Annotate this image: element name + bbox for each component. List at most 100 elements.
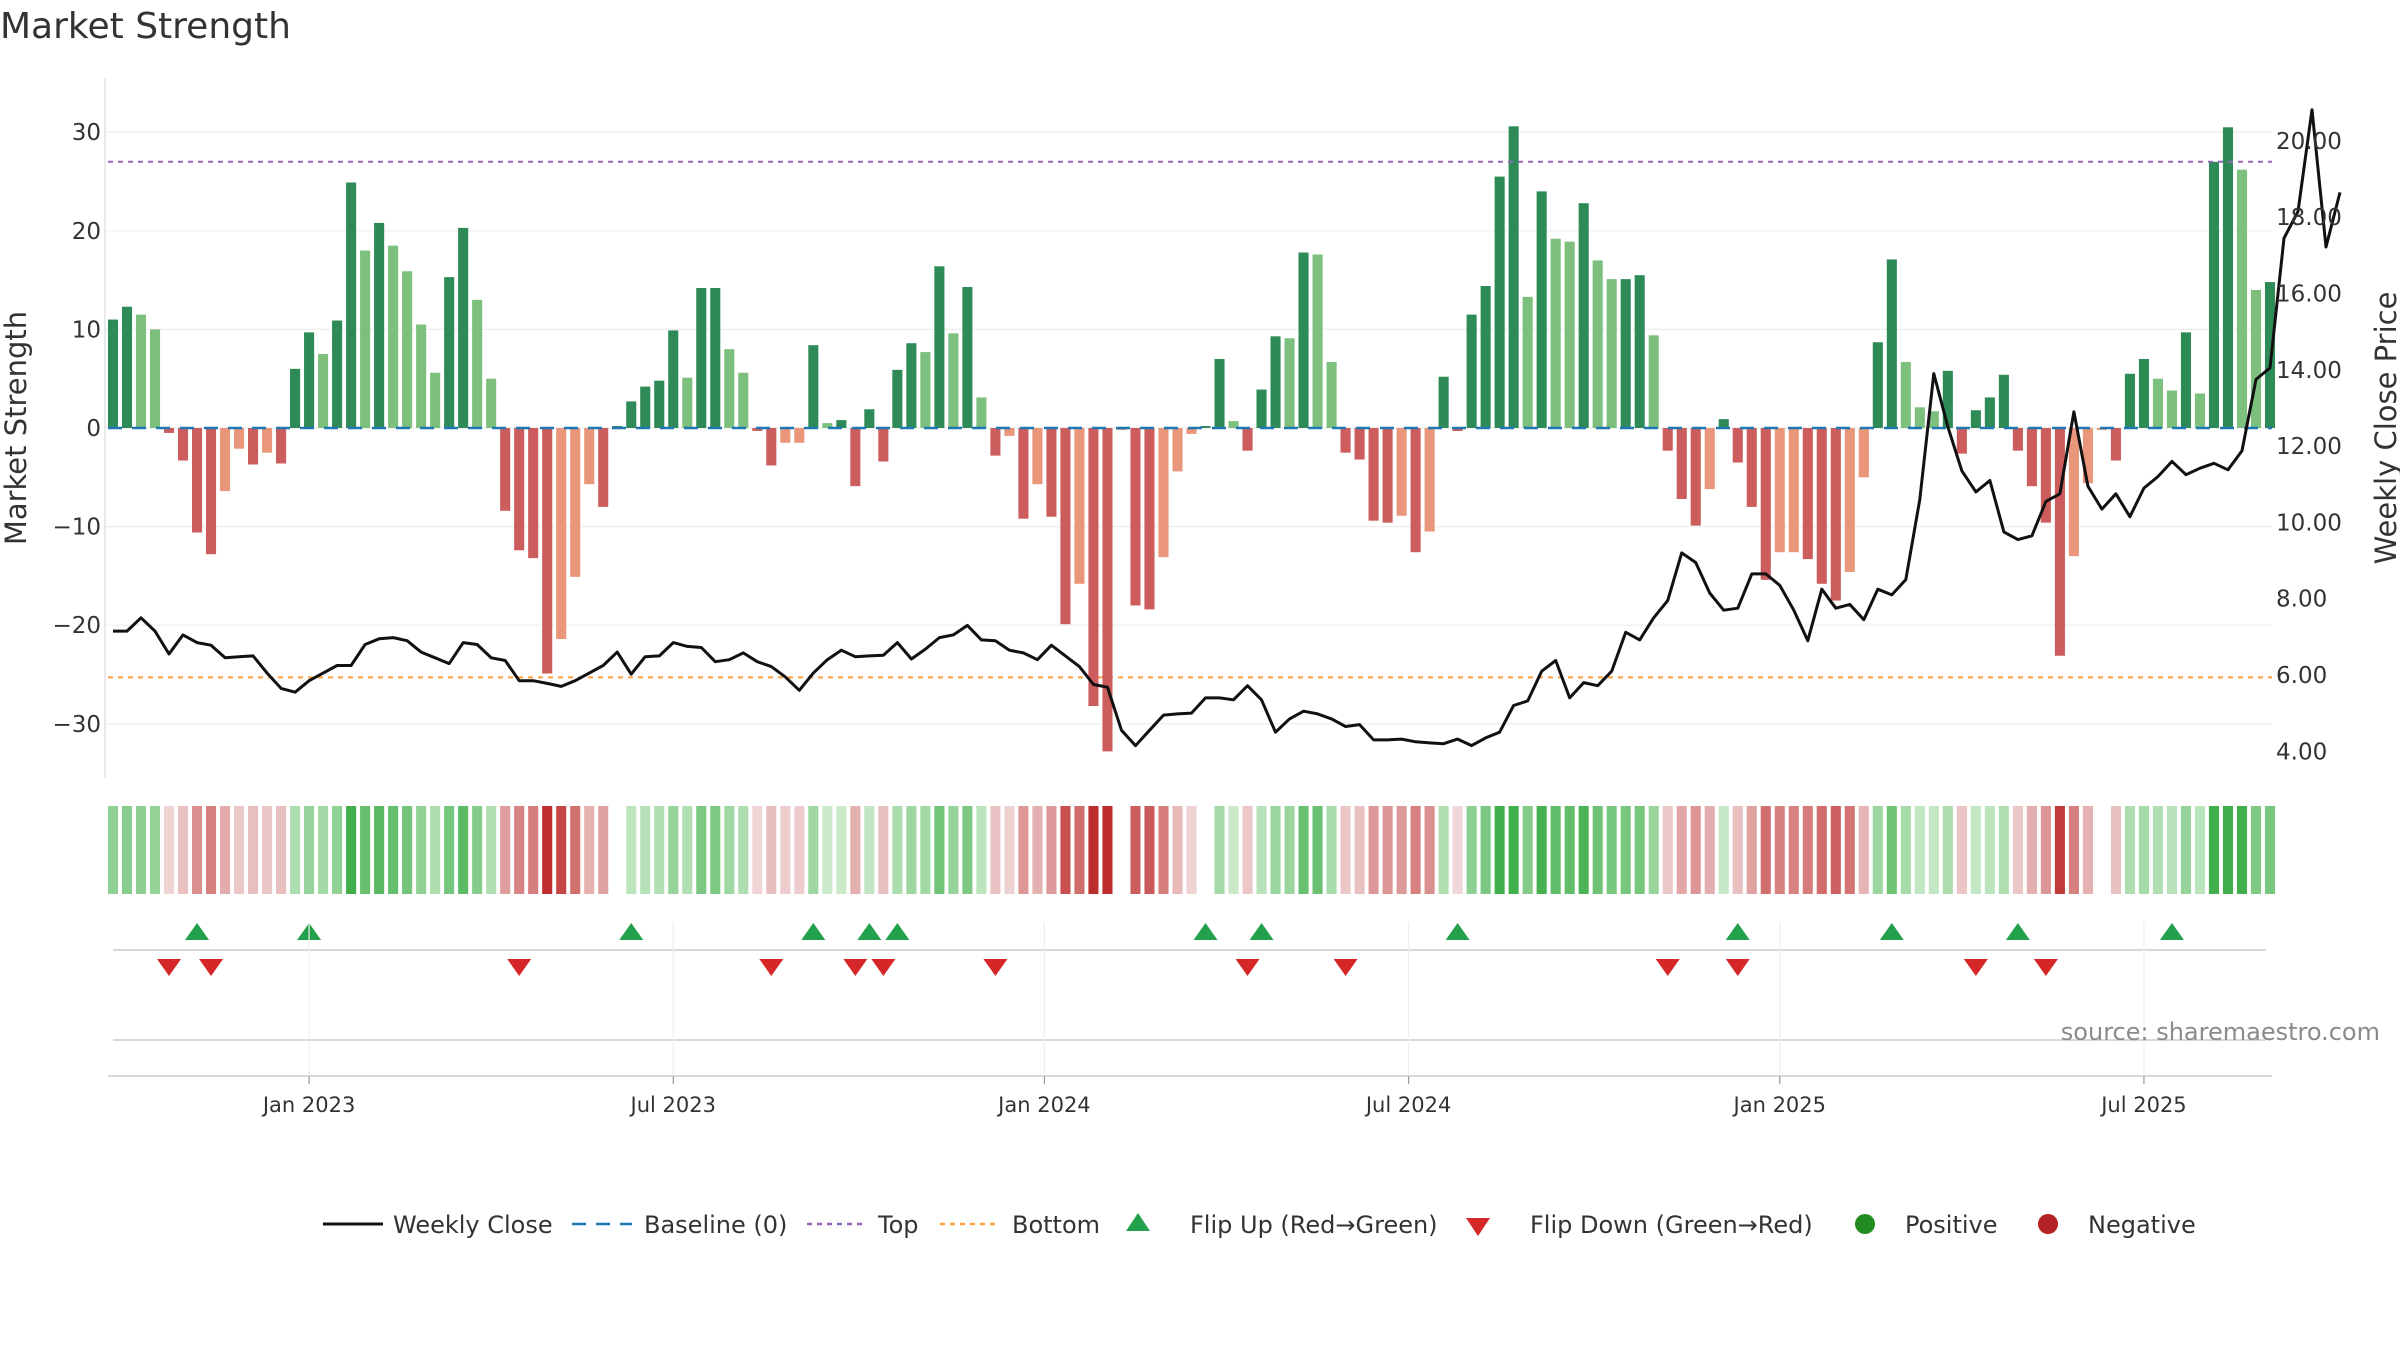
- strength-bar: [1424, 428, 1435, 532]
- strength-bar: [1970, 410, 1981, 428]
- strength-bar: [1368, 428, 1379, 521]
- flip-up-marker: [2159, 923, 2184, 940]
- chart-title: Market Strength: [0, 6, 291, 47]
- heat-cell: [290, 806, 301, 894]
- left-tick-label: 10: [72, 317, 101, 343]
- heat-cell: [1830, 806, 1841, 894]
- strength-heat-strip: [107, 806, 2276, 894]
- strength-bar: [934, 266, 945, 428]
- heat-cell: [1186, 806, 1197, 894]
- strength-bar: [1200, 426, 1211, 428]
- strength-bar: [892, 369, 903, 428]
- heat-cell: [1354, 806, 1365, 894]
- strength-bar: [584, 428, 595, 485]
- heat-cell: [1494, 806, 1505, 894]
- strength-bar: [1242, 428, 1253, 451]
- heat-cell: [766, 806, 777, 894]
- heat-cell: [1424, 806, 1435, 894]
- heat-cell: [892, 806, 903, 894]
- heat-cell: [304, 806, 315, 894]
- strength-bar: [1620, 279, 1631, 428]
- heat-cell: [1942, 806, 1953, 894]
- strength-bar: [1774, 428, 1785, 553]
- flip-down-marker: [1725, 959, 1750, 976]
- heat-cell: [220, 806, 231, 894]
- legend-flip-up-label: Flip Up (Red→Green): [1190, 1211, 1438, 1239]
- strength-bar: [780, 428, 791, 443]
- heat-cell: [248, 806, 259, 894]
- heat-cell: [710, 806, 721, 894]
- strength-bar: [1186, 428, 1197, 434]
- heat-cell: [346, 806, 357, 894]
- heat-cell: [332, 806, 343, 894]
- heat-cell: [430, 806, 441, 894]
- strength-bar: [1130, 428, 1141, 606]
- heat-cell: [1284, 806, 1295, 894]
- strength-bar: [135, 314, 147, 428]
- strength-bar: [654, 380, 665, 428]
- strength-bar: [570, 428, 581, 577]
- strength-bar: [1746, 428, 1757, 507]
- strength-bar: [1088, 428, 1099, 707]
- legend-positive-label: Positive: [1905, 1211, 1998, 1239]
- heat-cell: [752, 806, 763, 894]
- strength-bar: [2012, 428, 2023, 451]
- strength-bar: [1578, 203, 1589, 428]
- heat-cell: [1802, 806, 1813, 894]
- strength-bar: [1452, 428, 1463, 431]
- flip-up-marker: [885, 923, 910, 940]
- strength-bar: [1802, 428, 1813, 560]
- heat-cell: [1256, 806, 1267, 894]
- heat-cell: [1382, 806, 1393, 894]
- heat-cell: [1326, 806, 1337, 894]
- heat-cell: [1662, 806, 1673, 894]
- strength-bar: [1214, 358, 1225, 428]
- strength-bar: [290, 368, 301, 428]
- flip-up-marker: [1249, 923, 1274, 940]
- strength-bar: [1256, 389, 1267, 428]
- heat-cell: [318, 806, 329, 894]
- heat-cell: [2236, 806, 2248, 894]
- strength-bar: [318, 354, 329, 428]
- flip-down-marker: [199, 959, 224, 976]
- strength-bar: [1172, 428, 1183, 472]
- strength-bar: [346, 182, 357, 428]
- flip-up-marker: [857, 923, 882, 940]
- strength-bar: [1900, 361, 1911, 428]
- heat-cell: [570, 806, 581, 894]
- heat-cell: [1046, 806, 1057, 894]
- heat-cell: [374, 806, 385, 894]
- flip-down-marker: [1655, 959, 1680, 976]
- strength-bar: [1788, 428, 1799, 553]
- strength-bar: [1074, 428, 1085, 584]
- left-tick-label: 0: [86, 416, 101, 442]
- strength-bar: [1312, 254, 1323, 428]
- strength-bar: [234, 428, 245, 449]
- date-tick-label: Jan 2025: [1732, 1093, 1827, 1117]
- heat-cell: [1130, 806, 1141, 894]
- strength-bar: [2124, 373, 2135, 428]
- strength-bar: [1326, 361, 1337, 428]
- heat-cell: [1984, 806, 1995, 894]
- heat-cell: [1620, 806, 1631, 894]
- legend-flip-up-triangle-icon: [1126, 1213, 1150, 1231]
- strength-bar: [1760, 428, 1771, 580]
- heat-cell: [402, 806, 413, 894]
- heat-cell: [1452, 806, 1463, 894]
- strength-bar: [1494, 176, 1505, 428]
- strength-bar: [1438, 376, 1449, 428]
- heat-cell: [682, 806, 693, 894]
- heat-cell: [149, 806, 161, 894]
- strength-bar: [1284, 338, 1295, 428]
- strength-bar: [1410, 428, 1421, 553]
- heat-cell: [542, 806, 553, 894]
- heat-cell: [2068, 806, 2079, 894]
- weekly-close-path: [113, 108, 2342, 748]
- heat-cell: [360, 806, 371, 894]
- date-axis: Jan 2023 Jul 2023 Jan 2024 Jul 2024 Jan 2025…: [108, 922, 2272, 1117]
- strength-bar: [276, 428, 287, 464]
- flip-up-marker: [619, 923, 644, 940]
- strength-bar: [191, 428, 203, 533]
- heat-cell: [976, 806, 987, 894]
- heat-cell: [1578, 806, 1589, 894]
